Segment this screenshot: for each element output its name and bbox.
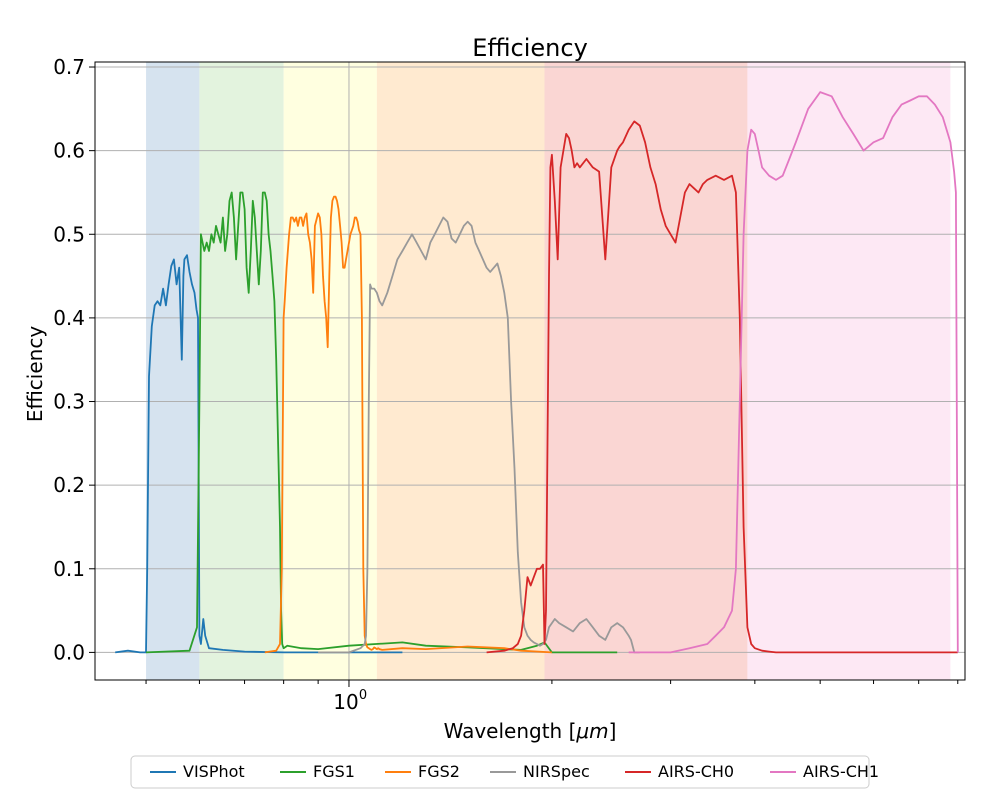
series-lines — [115, 91, 959, 654]
series-airs-ch0 — [486, 120, 958, 654]
x-tick-label: 10 — [333, 690, 358, 714]
x-tick-label-exponent: 0 — [359, 688, 367, 703]
x-axis-label-text: Wavelength [ — [444, 719, 577, 743]
x-axis-label-close: ] — [609, 719, 617, 743]
y-tick-label: 0.4 — [53, 306, 85, 330]
x-axis-label: Wavelength [μm] — [444, 719, 617, 743]
x-axis-label-math: μm — [575, 719, 608, 743]
plot-frame — [94, 61, 966, 681]
legend: VISPhot FGS1 FGS2 NIRSpec AIRS-CH0 AIRS-CH1 — [130, 755, 879, 789]
band-nirspec — [376, 62, 545, 680]
y-tick-label: 0.7 — [53, 55, 85, 79]
wavelength-bands — [146, 62, 951, 680]
series-visphot — [115, 254, 403, 654]
legend-label-visphot: VISPhot — [183, 762, 245, 781]
y-tick-label: 0.3 — [53, 390, 85, 414]
series-fgs1 — [145, 191, 618, 654]
y-axis-label: Efficiency — [23, 326, 47, 423]
axis-ticks: 0.0 0.1 0.2 0.3 0.4 0.5 0.6 0.7 10 0 — [53, 55, 959, 714]
legend-label-airs-ch1: AIRS-CH1 — [803, 762, 879, 781]
band-fgs1 — [199, 62, 284, 680]
y-tick-label: 0.6 — [53, 139, 85, 163]
y-tick-label: 0.5 — [53, 222, 85, 246]
legend-label-nirspec: NIRSpec — [523, 762, 590, 781]
grid-lines — [95, 62, 965, 680]
band-airs-ch1 — [747, 62, 951, 680]
band-visphot — [146, 62, 200, 680]
chart-title: Efficiency — [472, 34, 588, 62]
legend-label-airs-ch0: AIRS-CH0 — [658, 762, 734, 781]
series-fgs2 — [264, 195, 552, 654]
legend-label-fgs2: FGS2 — [418, 762, 460, 781]
y-tick-label: 0.0 — [53, 640, 85, 664]
y-tick-label: 0.1 — [53, 557, 85, 581]
y-tick-label: 0.2 — [53, 473, 85, 497]
band-airs-ch0 — [544, 62, 748, 680]
series-nirspec — [318, 216, 640, 654]
legend-label-fgs1: FGS1 — [313, 762, 355, 781]
series-airs-ch1 — [628, 91, 959, 654]
